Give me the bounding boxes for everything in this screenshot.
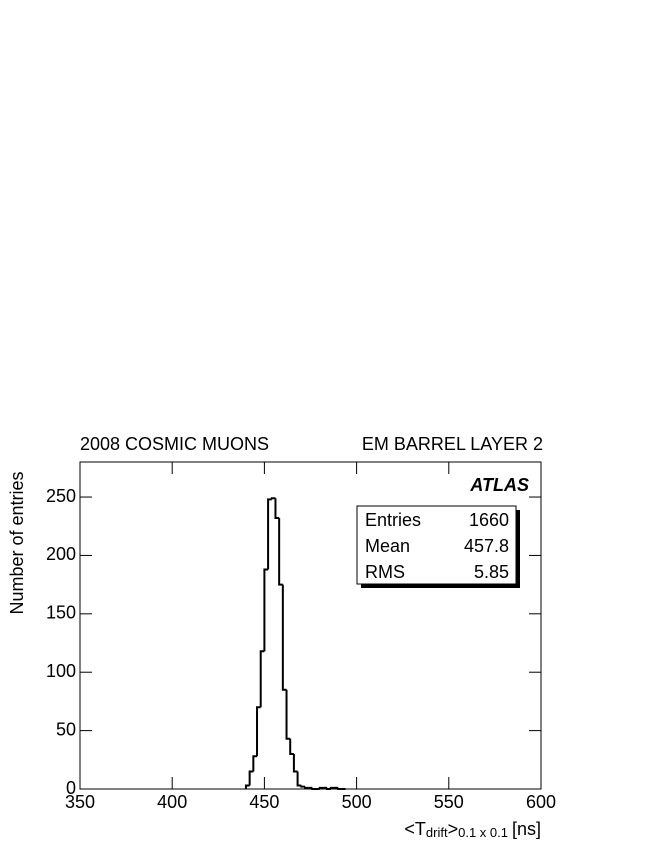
- histogram-bin: [303, 786, 309, 789]
- x-tick-label: 600: [526, 792, 556, 812]
- histogram-bin: [278, 518, 283, 586]
- plot-frame: [79, 461, 542, 790]
- histogram-bin: [281, 584, 287, 691]
- histogram-bin: [296, 771, 302, 787]
- stats-label: RMS: [365, 562, 405, 582]
- x-label-main: <T: [404, 819, 426, 839]
- histogram-bin: [244, 784, 250, 789]
- stats-label: Entries: [365, 510, 421, 530]
- experiment-label: ATLAS: [469, 475, 529, 495]
- histogram-bin: [274, 498, 280, 520]
- title-left: 2008 COSMIC MUONS: [80, 434, 269, 454]
- y-axis-label: Number of entries: [7, 471, 27, 614]
- stats-value: 1660: [469, 510, 509, 530]
- histogram-bin: [270, 497, 276, 500]
- y-tick-label: 100: [46, 661, 76, 681]
- histogram-bin: [263, 568, 269, 652]
- y-tick-label: 50: [56, 719, 76, 739]
- stats-label: Mean: [365, 536, 410, 556]
- y-tick-label: 0: [66, 778, 76, 798]
- x-label-sub2: 0.1 x 0.1: [458, 825, 508, 840]
- histogram-bin: [326, 787, 331, 790]
- histogram-bin: [311, 787, 317, 790]
- histogram-bin: [318, 786, 324, 789]
- histogram-bin: [329, 786, 335, 789]
- x-axis-label: <Tdrift>0.1 x 0.1 [ns]: [404, 819, 541, 841]
- y-tick-label: 200: [46, 544, 76, 564]
- histogram-bin: [289, 738, 294, 755]
- stats-value: 457.8: [464, 536, 509, 556]
- histogram-bin: [248, 770, 254, 786]
- y-tick-label: 250: [46, 486, 76, 506]
- y-tick-label: 150: [46, 603, 76, 623]
- histogram-bin: [292, 753, 298, 773]
- x-tick-label: 550: [434, 792, 464, 812]
- histogram-bin: [337, 787, 342, 790]
- x-tick-label: 400: [157, 792, 187, 812]
- histogram-bin: [252, 755, 258, 772]
- x-label-unit: [ns]: [512, 819, 541, 839]
- histogram-bin: [259, 650, 265, 708]
- histogram-bin: [267, 498, 272, 570]
- stats-value: 5.85: [474, 562, 509, 582]
- histogram-bin: [285, 689, 291, 740]
- histogram-bin: [256, 706, 261, 757]
- title-right: EM BARREL LAYER 2: [362, 434, 543, 454]
- x-label-close: >: [448, 819, 459, 839]
- x-tick-label: 350: [65, 792, 95, 812]
- x-label-sub: drift: [426, 825, 448, 840]
- x-tick-label: 450: [249, 792, 279, 812]
- histogram-bin: [300, 785, 305, 788]
- x-tick-label: 500: [342, 792, 372, 812]
- stats-box: [356, 505, 517, 585]
